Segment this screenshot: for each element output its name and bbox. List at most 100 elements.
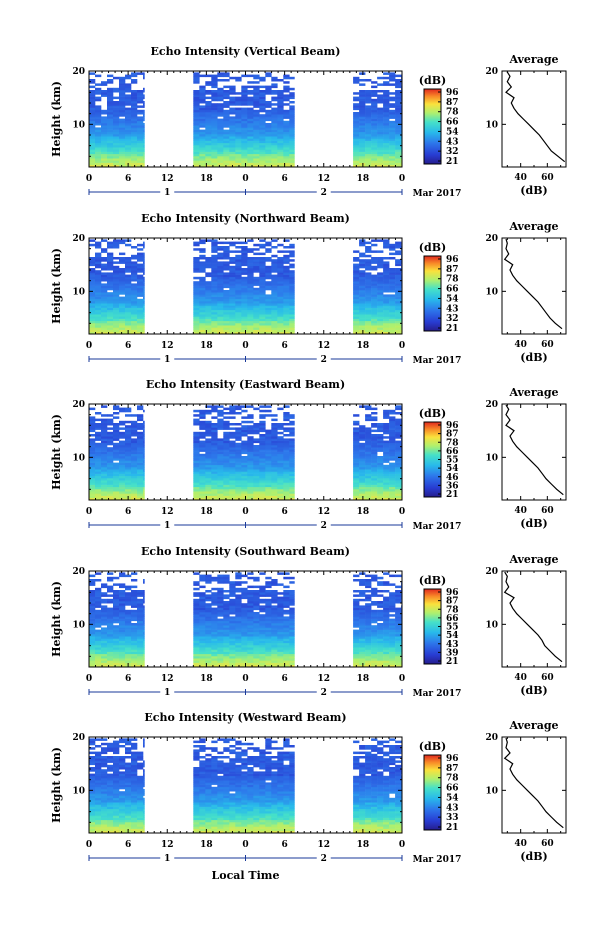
profile-y-tick-label: 10 (485, 453, 498, 463)
colorbar-gradient (423, 754, 442, 831)
colorbar-tick-label: 43 (446, 137, 459, 147)
profile-title: Average (508, 53, 558, 66)
profile-x-tick-label: 60 (541, 173, 554, 183)
x-tick-label: 12 (317, 840, 330, 850)
y-tick-label: 10 (72, 786, 85, 796)
month-label: Mar 2017 (413, 689, 462, 699)
x-tick-label: 0 (399, 840, 405, 850)
x-tick-label: 6 (281, 507, 287, 517)
x-tick-label: 12 (161, 840, 174, 850)
panel-title: Echo Intensity (Eastward Beam) (146, 378, 345, 391)
heatmap (89, 239, 403, 335)
colorbar-label: (dB) (419, 740, 446, 753)
profile-x-tick-label: 60 (541, 506, 554, 516)
x-tick-label: 6 (281, 341, 287, 351)
profile-title: Average (508, 719, 558, 732)
profile-x-tick-label: 40 (514, 173, 527, 183)
date-label: 2 (321, 688, 327, 698)
y-tick-label: 20 (72, 733, 85, 743)
average-profile: Average 40 60 10 20 (dB) (485, 53, 567, 197)
profile-frame (501, 237, 567, 335)
panel-3: Echo Intensity (Eastward Beam) 10 20 Height… (50, 378, 567, 532)
colorbar-tick-label: 55 (446, 456, 459, 466)
y-tick-label: 20 (72, 234, 85, 244)
colorbar-tick-label: 66 (446, 285, 459, 295)
y-axis-label: Height (km) (50, 414, 63, 490)
colorbar-tick-label: 21 (446, 490, 459, 500)
panel-title: Echo Intensity (Vertical Beam) (150, 45, 340, 58)
colorbar-tick-label: 87 (446, 98, 459, 108)
date-label: 2 (321, 854, 327, 864)
colorbar-tick-label: 43 (446, 304, 459, 314)
profile-x-label: (dB) (520, 850, 547, 863)
x-tick-label: 12 (161, 507, 174, 517)
x-tick-label: 18 (200, 674, 213, 684)
x-tick-label: 18 (200, 840, 213, 850)
colorbar-tick-label: 78 (446, 108, 459, 118)
profile-frame (501, 70, 567, 168)
x-tick-label: 0 (86, 840, 92, 850)
date-label: 2 (321, 521, 327, 531)
panel-title: Echo Intensity (Southward Beam) (141, 545, 350, 558)
profile-line (505, 404, 564, 496)
colorbar-tick-label: 43 (446, 803, 459, 813)
colorbar-tick-label: 54 (446, 464, 459, 474)
x-tick-label: 18 (200, 507, 213, 517)
colorbar-gradient (423, 255, 442, 332)
colorbar-label: (dB) (419, 74, 446, 87)
panel-title: Echo Intensity (Northward Beam) (141, 212, 350, 225)
x-tick-label: 12 (161, 174, 174, 184)
profile-x-tick-label: 60 (541, 673, 554, 683)
profile-y-tick-label: 20 (485, 733, 498, 743)
profile-y-tick-label: 20 (485, 234, 498, 244)
date-label: 1 (164, 521, 170, 531)
colorbar-tick-label: 66 (446, 784, 459, 794)
colorbar-tick-label: 78 (446, 605, 459, 615)
y-tick-label: 10 (72, 453, 85, 463)
x-tick-label: 6 (125, 341, 131, 351)
y-tick-label: 20 (72, 400, 85, 410)
colorbar-tick-label: 66 (446, 614, 459, 624)
month-label: Mar 2017 (413, 356, 462, 366)
colorbar-tick-label: 21 (446, 657, 459, 667)
profile-x-label: (dB) (520, 184, 547, 197)
profile-y-tick-label: 10 (485, 620, 498, 630)
x-tick-label: 18 (357, 507, 370, 517)
x-tick-label: 0 (399, 341, 405, 351)
y-tick-label: 10 (72, 120, 85, 130)
y-axis-label: Height (km) (50, 81, 63, 157)
colorbar-tick-label: 54 (446, 294, 459, 304)
y-tick-label: 20 (72, 567, 85, 577)
profile-line (503, 737, 564, 829)
colorbar-tick-label: 54 (446, 127, 459, 137)
x-tick-label: 12 (317, 174, 330, 184)
x-tick-label: 0 (242, 840, 248, 850)
date-label: 2 (321, 355, 327, 365)
profile-title: Average (508, 220, 558, 233)
y-tick-label: 10 (72, 287, 85, 297)
profile-x-tick-label: 40 (514, 506, 527, 516)
x-tick-label: 6 (281, 174, 287, 184)
x-tick-label: 12 (161, 674, 174, 684)
x-tick-label: 18 (357, 341, 370, 351)
x-tick-label: 0 (86, 174, 92, 184)
y-axis-label: Height (km) (50, 581, 63, 657)
colorbar-gradient (423, 88, 442, 165)
x-tick-label: 0 (86, 674, 92, 684)
y-tick-label: 10 (72, 620, 85, 630)
month-label: Mar 2017 (413, 855, 462, 865)
profile-x-label: (dB) (520, 684, 547, 697)
x-tick-label: 0 (86, 341, 92, 351)
colorbar-tick-label: 21 (446, 823, 459, 833)
x-tick-label: 18 (357, 674, 370, 684)
colorbar-tick-label: 96 (446, 421, 459, 431)
colorbar-tick-label: 36 (446, 481, 459, 491)
month-label: Mar 2017 (413, 522, 462, 532)
x-tick-label: 18 (357, 174, 370, 184)
panel-5: Echo Intensity (Westward Beam)1020Height… (50, 711, 567, 882)
average-profile: Average 40 60 10 20 (dB) (485, 386, 567, 530)
